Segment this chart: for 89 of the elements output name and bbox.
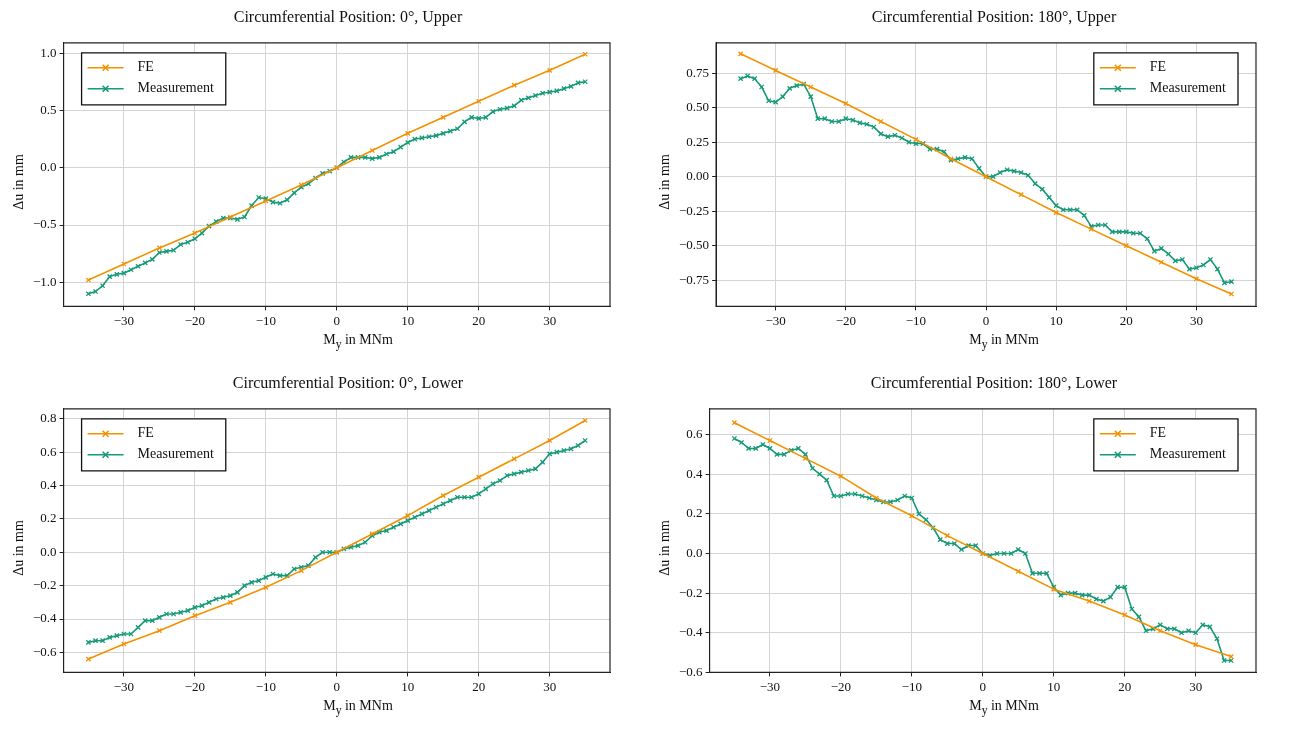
y-tick-label: 0.4 [686, 465, 704, 481]
y-tick-label: −0.25 [678, 202, 710, 218]
legend-label: Measurement [137, 446, 214, 462]
point [1158, 259, 1165, 266]
chart-title: Circumferential Position: 180°, Lower [869, 374, 1119, 393]
x-tick-label: 0 [333, 678, 341, 694]
x-tick-label: 0 [333, 312, 341, 328]
y-tick-label: 0.5 [40, 101, 57, 117]
legend-label: FE [137, 59, 154, 75]
point [475, 474, 482, 480]
chart-title: Circumferential Position: 0°, Lower [231, 374, 465, 393]
y-axis-title: Δu in mm [11, 154, 27, 210]
x-tick-label: −10 [255, 678, 276, 694]
x-tick-label: 10 [401, 312, 415, 328]
y-tick-label: 0.0 [40, 159, 57, 175]
y-tick-label: 0.6 [40, 443, 58, 459]
x-axis-title: M$_{y}$ in MNm [322, 698, 394, 719]
x-tick-label: −10 [255, 312, 276, 328]
x-axis-title: M$_{y}$ in MNm [322, 332, 394, 353]
x-tick-label: 20 [1118, 678, 1132, 694]
point [404, 512, 411, 519]
point [1086, 598, 1093, 604]
x-tick-label: 10 [401, 678, 415, 694]
x-axis-title: M$_{y}$ in MNm [968, 332, 1040, 353]
chart-title: Circumferential Position: 0°, Upper [232, 8, 464, 28]
y-tick-label: 0.00 [686, 168, 710, 184]
x-tick-label: 20 [472, 312, 486, 328]
y-tick-label: 0.75 [686, 64, 710, 80]
x-tick-label: −30 [765, 312, 786, 328]
point [121, 261, 127, 267]
x-tick-label: 20 [472, 678, 486, 694]
x-tick-label: −30 [113, 678, 135, 694]
x-tick-label: −20 [184, 678, 206, 694]
chart-title: Circumferential Position: 180°, Upper [870, 8, 1118, 28]
point [1193, 276, 1200, 282]
legend-label: Measurement [1149, 80, 1227, 96]
point [546, 437, 553, 444]
x-tick-label: −20 [830, 678, 852, 694]
point [440, 492, 447, 499]
y-axis-title: Δu in mm [657, 520, 673, 576]
point [192, 612, 198, 619]
point [807, 84, 814, 90]
y-tick-label: 0.2 [40, 510, 57, 526]
point [263, 584, 269, 591]
y-tick-label: 0.2 [686, 505, 703, 521]
x-tick-label: 30 [1189, 678, 1203, 694]
x-tick-label: 10 [1049, 312, 1063, 328]
point [1121, 612, 1128, 618]
y-tick-label: −0.2 [678, 584, 703, 600]
y-tick-label: −1.0 [32, 273, 57, 289]
x-tick-label: −30 [759, 678, 781, 694]
y-tick-label: −0.6 [32, 643, 58, 659]
x-tick-label: 0 [979, 678, 987, 694]
legend-label: FE [1149, 425, 1167, 441]
legend-label: Measurement [1149, 446, 1227, 462]
legend-label: FE [137, 425, 154, 441]
x-tick-label: −20 [184, 312, 206, 328]
y-tick-label: −0.6 [678, 663, 704, 679]
x-tick-label: −10 [901, 678, 922, 694]
y-tick-label: 0.25 [686, 133, 710, 149]
y-tick-label: 0.0 [40, 543, 57, 559]
x-tick-label: 20 [1119, 312, 1133, 328]
point [192, 230, 198, 236]
x-tick-label: 30 [543, 312, 557, 328]
y-axis-title: Δu in mm [11, 520, 27, 576]
x-tick-label: −10 [905, 312, 927, 328]
legend-label: Measurement [137, 80, 214, 96]
y-tick-label: 0.6 [686, 425, 704, 441]
y-tick-label: 1.0 [40, 44, 57, 60]
y-tick-label: 0.0 [686, 544, 703, 560]
y-tick-label: −0.4 [32, 610, 58, 626]
x-tick-label: 30 [1189, 312, 1203, 328]
x-axis-title: M$_{y}$ in MNm [968, 698, 1040, 719]
y-tick-label: 0.50 [686, 99, 710, 115]
y-tick-label: −0.2 [32, 577, 57, 593]
x-tick-label: 0 [982, 312, 990, 328]
y-tick-label: −0.4 [678, 624, 704, 640]
x-tick-label: −20 [835, 312, 856, 328]
y-tick-label: −0.50 [678, 237, 710, 253]
y-tick-label: −0.5 [32, 216, 57, 232]
y-tick-label: 0.4 [40, 476, 58, 492]
x-tick-label: 30 [543, 678, 557, 694]
x-tick-label: −30 [113, 312, 135, 328]
legend-label: FE [1149, 59, 1167, 75]
point [369, 147, 376, 154]
y-axis-title: Δu in mm [657, 154, 673, 210]
y-tick-label: −0.75 [678, 271, 710, 287]
x-tick-label: 10 [1047, 678, 1061, 694]
y-tick-label: 0.8 [40, 410, 57, 426]
